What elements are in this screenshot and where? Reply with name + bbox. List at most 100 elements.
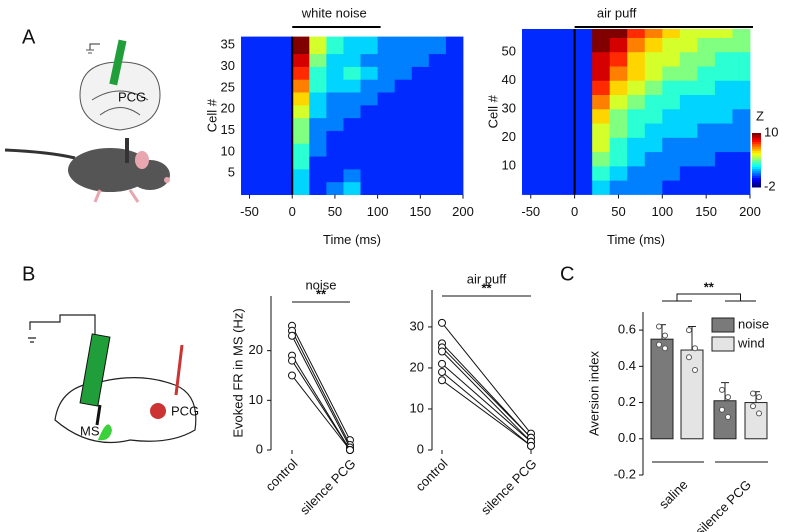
y-tick-label: 20 bbox=[410, 359, 424, 374]
heatmap-cell bbox=[574, 66, 593, 81]
heatmap-cell bbox=[522, 108, 540, 124]
pair-line bbox=[441, 351, 532, 443]
y-tick-label: -0.2 bbox=[614, 466, 636, 481]
data-point bbox=[656, 341, 662, 348]
plot-title: air puff bbox=[467, 271, 507, 286]
heatmap-cell bbox=[714, 80, 733, 96]
heatmap-cell bbox=[343, 104, 361, 119]
heatmap-cell bbox=[557, 165, 576, 181]
heatmap-cell bbox=[609, 137, 628, 153]
heatmap-cell bbox=[732, 108, 751, 124]
heatmap-cell bbox=[411, 117, 430, 131]
heatmap-cell bbox=[679, 137, 698, 153]
heatmap-cell bbox=[732, 137, 751, 153]
heatmap-cell bbox=[377, 53, 396, 67]
heatmap-cell bbox=[522, 29, 540, 38]
heatmap-cell bbox=[394, 53, 413, 67]
heatmap-cell bbox=[609, 180, 628, 195]
heatmap-cell bbox=[275, 66, 293, 80]
x-tick-label: 50 bbox=[328, 204, 342, 219]
heatmap-cell bbox=[258, 168, 276, 183]
heatmap-cell bbox=[377, 143, 396, 157]
heatmap-cell bbox=[428, 168, 447, 183]
pair-line bbox=[291, 330, 351, 446]
heatmap-cell bbox=[377, 117, 396, 131]
heatmap-cell bbox=[592, 108, 611, 124]
data-point bbox=[725, 394, 731, 401]
legend-label: wind bbox=[737, 335, 765, 350]
heatmap-cell bbox=[732, 123, 751, 138]
heatmap-cell bbox=[343, 117, 361, 131]
heatmap-cell bbox=[241, 168, 259, 183]
pcg-region bbox=[150, 403, 166, 419]
heatmap-cell bbox=[394, 92, 413, 106]
heatmap-cell bbox=[609, 66, 628, 81]
heatmap-cell bbox=[394, 181, 413, 195]
heatmap-cell bbox=[644, 165, 663, 181]
heatmap-cell bbox=[732, 94, 751, 110]
x-axis-label: Time (ms) bbox=[607, 232, 665, 247]
heatmap-cell bbox=[428, 53, 447, 67]
y-axis-label: Cell # bbox=[204, 98, 219, 132]
heatmap-cell bbox=[522, 51, 540, 67]
heatmap-cell bbox=[411, 66, 430, 80]
x-tick-label: -50 bbox=[240, 204, 259, 219]
y-axis-label: Aversion index bbox=[586, 350, 601, 436]
heatmap-cell bbox=[377, 104, 396, 119]
probe bbox=[109, 39, 127, 86]
heatmap-cell bbox=[292, 156, 310, 170]
heatmap-cell bbox=[627, 94, 646, 110]
heatmap-cell bbox=[394, 168, 413, 183]
pair-line bbox=[441, 363, 532, 443]
heatmap-cell bbox=[377, 130, 396, 144]
heatmap-cell bbox=[574, 180, 593, 195]
heatmap-cell bbox=[662, 66, 681, 81]
heatmap-cell bbox=[258, 117, 276, 131]
heatmap-cell bbox=[411, 181, 430, 195]
heatmap-cell bbox=[326, 168, 344, 183]
heatmap-cell bbox=[522, 137, 540, 153]
heatmap-cell bbox=[679, 165, 698, 181]
heatmap-cell bbox=[241, 104, 259, 119]
heatmap-cell bbox=[697, 180, 716, 195]
heatmap-cell bbox=[539, 94, 558, 110]
heatmap-cell bbox=[241, 66, 259, 80]
sig-bracket bbox=[662, 293, 756, 302]
heatmap-cell bbox=[679, 66, 698, 81]
heatmap-cell bbox=[292, 92, 310, 106]
pair-point bbox=[288, 371, 296, 380]
colorbar-tick-label: -2 bbox=[764, 178, 776, 193]
bar bbox=[744, 402, 768, 440]
colorbar-segment bbox=[752, 153, 761, 156]
heatmap-cell bbox=[522, 151, 540, 167]
heatmap-cell bbox=[732, 51, 751, 67]
heatmap-cell bbox=[522, 66, 540, 81]
data-point bbox=[662, 345, 668, 352]
heatmap-cell bbox=[539, 165, 558, 181]
x-tick-label: 200 bbox=[739, 204, 761, 219]
legend-swatch bbox=[711, 336, 735, 352]
heatmap-cell bbox=[697, 108, 716, 124]
heatmap-cell bbox=[627, 108, 646, 124]
y-tick-label: 10 bbox=[221, 143, 235, 158]
colorbar-segment bbox=[752, 184, 761, 188]
heatmap-cell bbox=[732, 151, 751, 167]
legend-swatch bbox=[711, 317, 735, 333]
heatmap-cell bbox=[360, 66, 379, 80]
heatmap-cell bbox=[428, 36, 447, 55]
heatmap-cell bbox=[609, 51, 628, 67]
legend-label: noise bbox=[738, 316, 769, 331]
heatmap-cell bbox=[644, 151, 663, 167]
heatmap-cell bbox=[445, 104, 464, 119]
y-tick-label: 40 bbox=[502, 72, 516, 87]
heatmap-cell bbox=[679, 37, 698, 53]
pair-point bbox=[288, 356, 296, 365]
heatmap-cell bbox=[697, 151, 716, 167]
colorbar-segment bbox=[752, 155, 761, 159]
heatmap-cell bbox=[592, 151, 611, 167]
plot-title: noise bbox=[305, 277, 336, 292]
heatmap-cell bbox=[679, 29, 698, 38]
heatmap-cell bbox=[627, 123, 646, 138]
heatmap-cell bbox=[326, 79, 344, 93]
heatmap-cell bbox=[644, 108, 663, 124]
